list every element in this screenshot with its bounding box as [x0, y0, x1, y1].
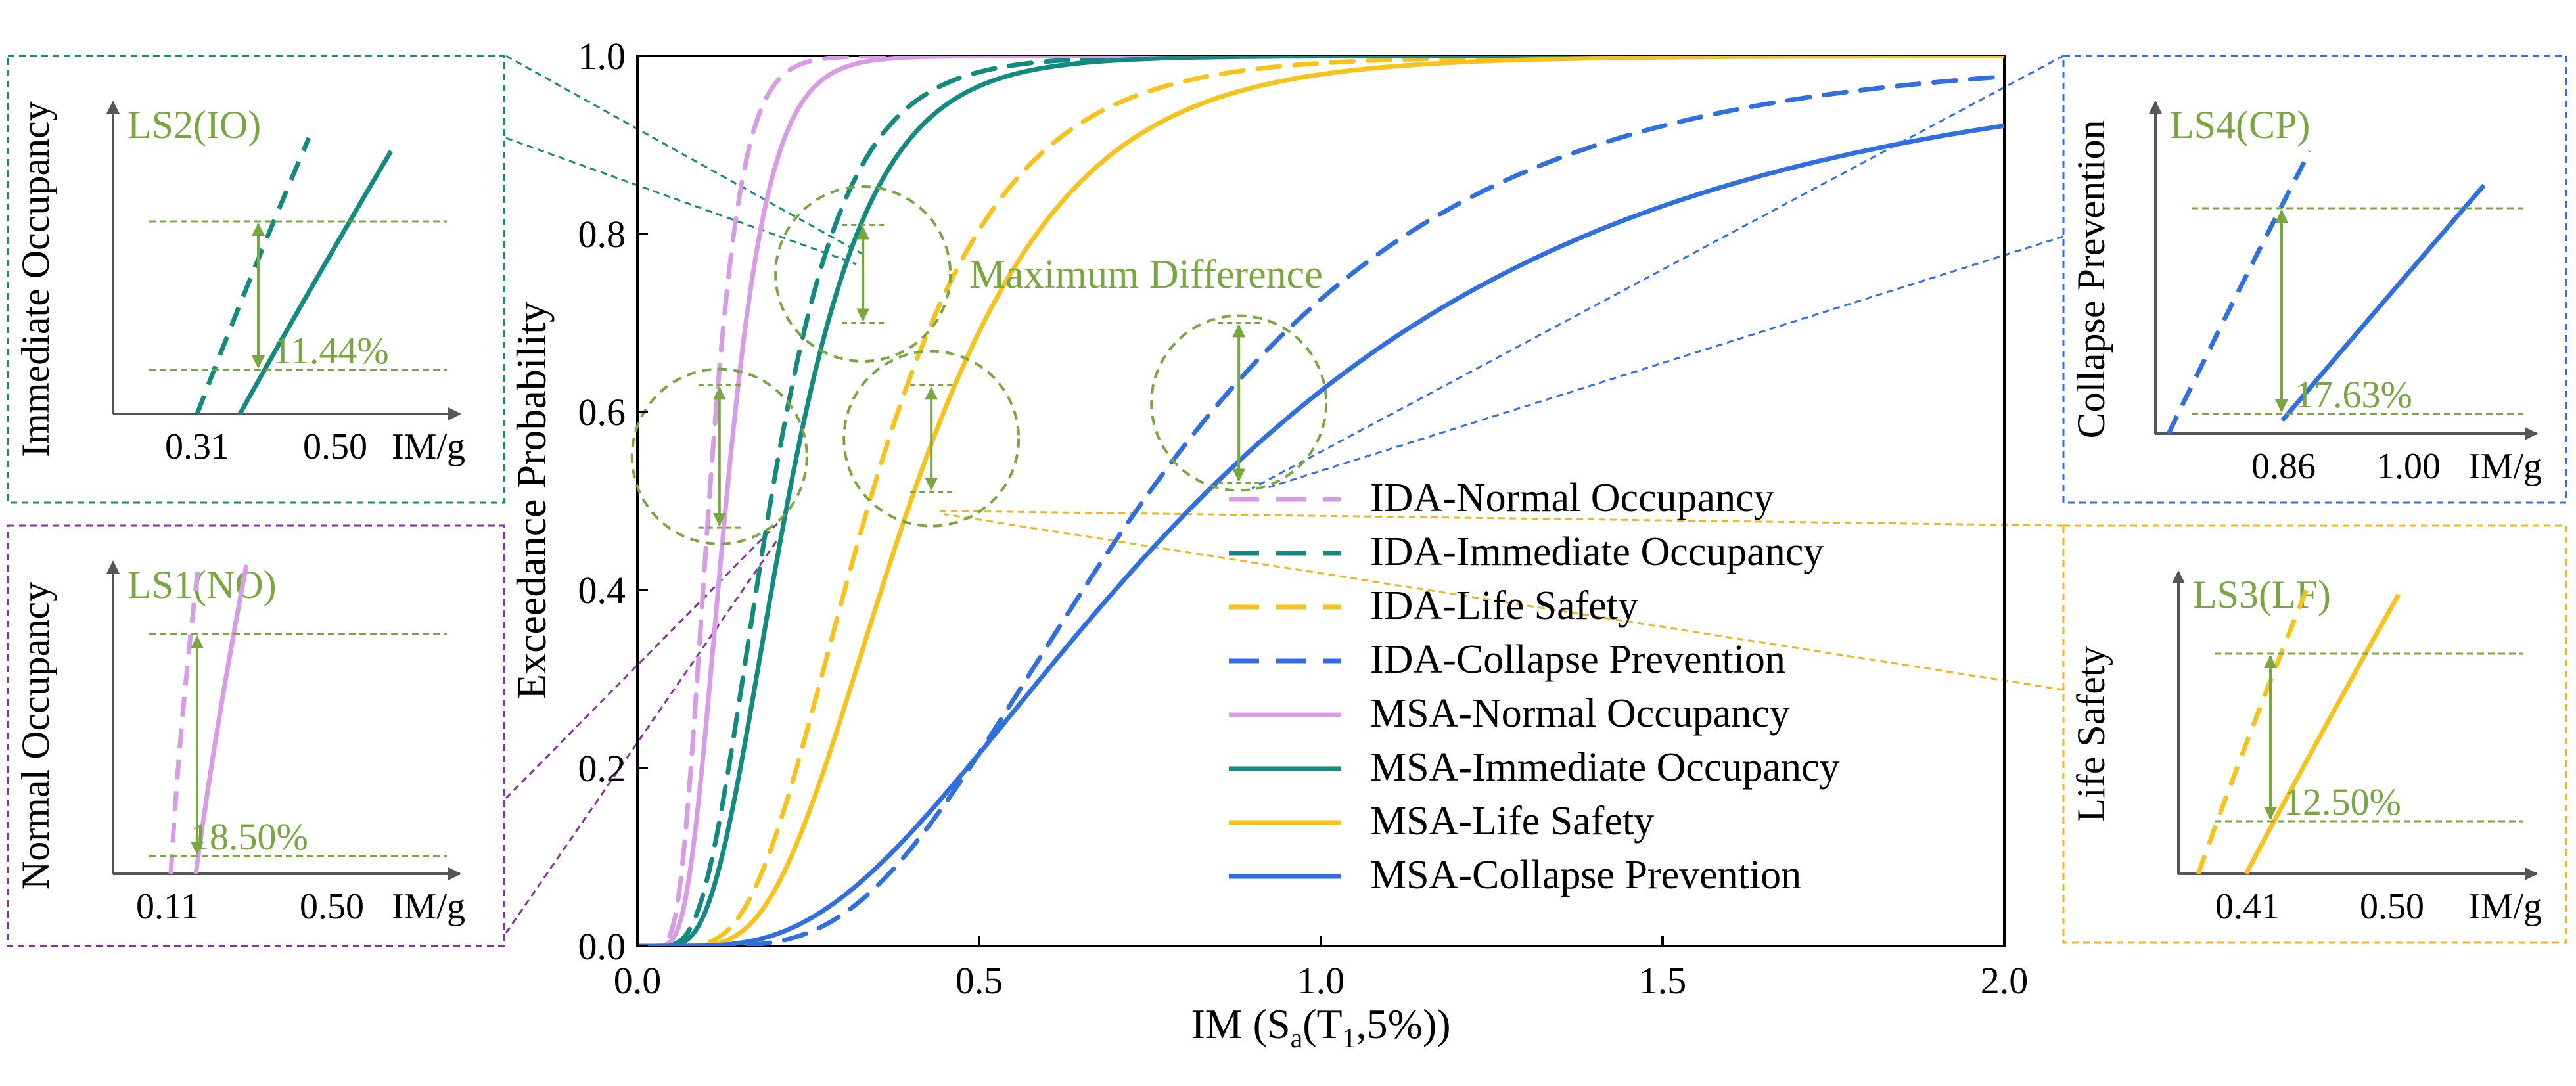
inset-difference-value: 12.50%: [2284, 781, 2401, 823]
inset-ida-curve: [2166, 150, 2312, 435]
inset-x-unit: IM/g: [2468, 446, 2542, 487]
inset-frame: [2062, 55, 2567, 504]
inset-y-label: Life Safety: [2069, 646, 2113, 822]
inset-x-tick-label: 0.86: [2251, 446, 2316, 487]
max-difference-circle-no: [630, 367, 808, 545]
inset-x-tick-label: 0.31: [165, 426, 229, 467]
inset-msa-curve: [2280, 183, 2486, 422]
inset-io: LS2(IO) Immediate Occupancy 11.44% 0.31 0.50…: [7, 55, 505, 504]
legend-label: IDA-Collapse Prevention: [1370, 637, 1785, 682]
legend-label: MSA-Life Safety: [1370, 799, 1654, 844]
max-difference-circle-ls: [842, 350, 1021, 528]
y-axis-label: Exceedance Probability: [508, 302, 555, 700]
inset-y-label: Collapse Prevention: [2069, 120, 2113, 439]
curve-ida-immediate-occupancy: [637, 56, 2004, 946]
inset-connector-io: [505, 55, 863, 256]
curve-msa-collapse-prevention: [637, 123, 2004, 946]
y-tick-label: 0.6: [578, 391, 626, 434]
inset-connector-no: [505, 528, 787, 934]
max-difference-label: Maximum Difference: [969, 252, 1323, 297]
inset-connector-io: [505, 137, 857, 265]
inset-x-unit: IM/g: [392, 886, 465, 927]
inset-x-tick-label: 0.11: [136, 886, 199, 927]
x-tick-label: 1.0: [1297, 959, 1345, 1002]
x-axis-label: IM (Sa(T1,5%)): [1191, 1001, 1450, 1054]
max-difference-markers: [630, 185, 1328, 545]
legend: IDA-Normal Occupancy IDA-Immediate Occupa…: [1229, 476, 1839, 897]
legend-label: IDA-Life Safety: [1370, 583, 1638, 628]
x-tick-label: 0.0: [614, 959, 662, 1002]
x-tick-label: 1.5: [1639, 959, 1687, 1002]
x-tick-label: 2.0: [1981, 959, 2029, 1002]
inset-difference-value: 11.44%: [273, 329, 389, 372]
max-difference-circle-io: [774, 185, 952, 363]
inset-msa-curve: [237, 150, 394, 415]
inset-ls: LS3(LF) Life Safety 12.50% 0.41 0.50 IM/g: [2062, 524, 2567, 944]
inset-ida-curve: [2196, 580, 2312, 875]
curve-ida-normal-occupancy: [637, 56, 2004, 946]
inset-msa-curve: [2243, 593, 2401, 875]
curve-msa-normal-occupancy: [637, 56, 2004, 946]
curve-ida-life-safety: [637, 56, 2004, 946]
inset-ida-curve: [195, 137, 311, 415]
inset-x-unit: IM/g: [2468, 886, 2542, 927]
inset-y-label: Normal Occupancy: [14, 582, 57, 890]
inset-connector-cp: [1251, 55, 2064, 489]
inset-title: LS4(CP): [2170, 103, 2310, 147]
y-tick-label: 0.8: [578, 213, 626, 256]
inset-x-tick-label: 0.50: [2360, 886, 2424, 927]
legend-label: IDA-Immediate Occupancy: [1370, 530, 1824, 574]
main-chart: 0.0 0.5 1.0 1.5 2.0 0.0 0.2 0.4 0.6 0.8 1.0 IM (Sa…: [508, 35, 2028, 1054]
y-tick-label: 0.0: [578, 925, 626, 968]
inset-connector-ls: [938, 510, 2064, 527]
inset-ida-curve: [168, 564, 201, 874]
axis-ticks: 0.0 0.5 1.0 1.5 2.0 0.0 0.2 0.4 0.6 0.8 1.0: [578, 35, 2029, 1002]
inset-y-label: Immediate Occupancy: [14, 101, 57, 457]
inset-connectors: [505, 55, 2064, 934]
insets: LS2(IO) Immediate Occupancy 11.44% 0.31 0.50…: [7, 55, 2567, 947]
inset-title: LS2(IO): [127, 103, 261, 147]
inset-connector-no: [505, 518, 783, 800]
y-tick-label: 0.2: [578, 747, 626, 790]
max-difference-circle-cp: [1150, 314, 1328, 492]
legend-label: MSA-Collapse Prevention: [1370, 853, 1801, 897]
inset-x-tick-label: 0.50: [303, 426, 367, 467]
inset-x-unit: IM/g: [392, 426, 465, 467]
y-tick-label: 0.4: [578, 569, 626, 612]
legend-label: MSA-Immediate Occupancy: [1370, 745, 1839, 790]
inset-difference-value: 18.50%: [191, 815, 308, 858]
inset-frame: [7, 524, 505, 947]
inset-title: LS3(LF): [2193, 573, 2331, 616]
inset-connector-cp: [1264, 235, 2064, 489]
inset-x-tick-label: 0.50: [300, 886, 364, 927]
curve-msa-immediate-occupancy: [637, 56, 2004, 946]
inset-title: LS1(NO): [127, 563, 277, 606]
curve-ida-collapse-prevention: [637, 74, 2004, 946]
curve-msa-life-safety: [637, 56, 2004, 946]
inset-x-tick-label: 1.00: [2376, 446, 2441, 487]
inset-x-tick-label: 0.41: [2215, 886, 2280, 927]
inset-connector-ls: [944, 513, 2064, 691]
x-tick-label: 0.5: [955, 959, 1003, 1002]
plot-frame: [636, 55, 2006, 947]
inset-difference-value: 17.63%: [2295, 373, 2412, 416]
legend-label: MSA-Normal Occupancy: [1370, 691, 1790, 736]
inset-no: LS1(NO) Normal Occupancy 18.50% 0.11 0.50 IM/…: [7, 524, 505, 947]
curves: [637, 56, 2004, 946]
inset-cp: LS4(CP) Collapse Prevention 17.63% 0.86 1.00…: [2062, 55, 2567, 504]
y-tick-label: 1.0: [578, 35, 626, 78]
legend-label: IDA-Normal Occupancy: [1370, 476, 1774, 520]
